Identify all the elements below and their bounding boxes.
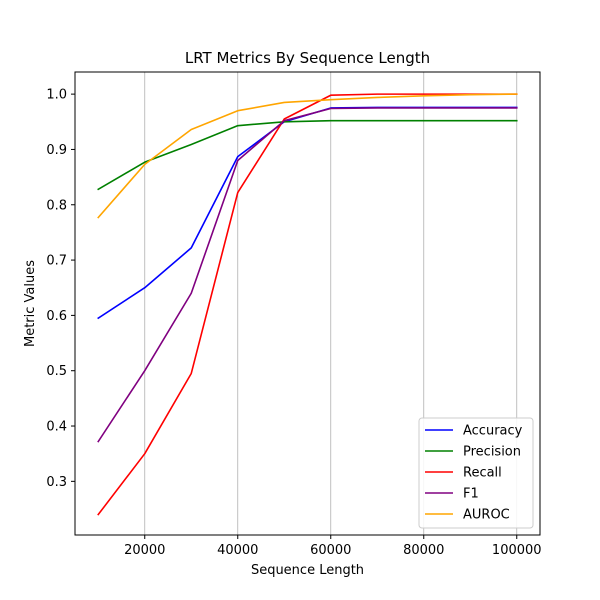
plot-frame	[74, 71, 541, 536]
legend-label-accuracy: Accuracy	[463, 424, 523, 439]
x-tick-label: 20000	[124, 543, 165, 558]
chart-title: LRT Metrics By Sequence Length	[185, 49, 430, 67]
series-line-precision	[97, 119, 518, 191]
series-layer	[97, 93, 518, 516]
x-tick-label: 100000	[492, 543, 542, 558]
legend-label-precision: Precision	[463, 445, 521, 460]
legend: Accuracy Precision Recall F1 AUROC	[418, 417, 534, 529]
series-line-f1	[97, 107, 518, 443]
y-tick-label: 0.5	[46, 364, 67, 379]
x-tick-label: 60000	[310, 543, 351, 558]
x-tick-label: 40000	[217, 543, 258, 558]
legend-label-f1: F1	[463, 487, 479, 502]
x-axis-title: Sequence Length	[251, 563, 364, 578]
tick-layer: 20000 40000 60000 80000 100000 0.3 0.4 0.5 0.6 0.…	[46, 88, 541, 558]
y-tick-label: 0.4	[46, 420, 67, 435]
y-tick-label: 0.3	[46, 475, 67, 490]
series-line-recall	[97, 93, 518, 516]
series-line-auroc	[97, 93, 518, 219]
legend-label-auroc: AUROC	[463, 508, 510, 523]
y-tick-label: 0.7	[46, 254, 67, 269]
y-axis-title: Metric Values	[23, 260, 38, 347]
legend-box	[418, 417, 534, 529]
y-tick-label: 0.9	[46, 143, 67, 158]
x-tick-label: 80000	[403, 543, 444, 558]
y-tick-label: 0.6	[46, 309, 67, 324]
legend-label-recall: Recall	[463, 466, 502, 481]
y-tick-label: 1.0	[46, 88, 67, 103]
y-tick-label: 0.8	[46, 198, 67, 213]
grid-layer	[144, 72, 518, 535]
